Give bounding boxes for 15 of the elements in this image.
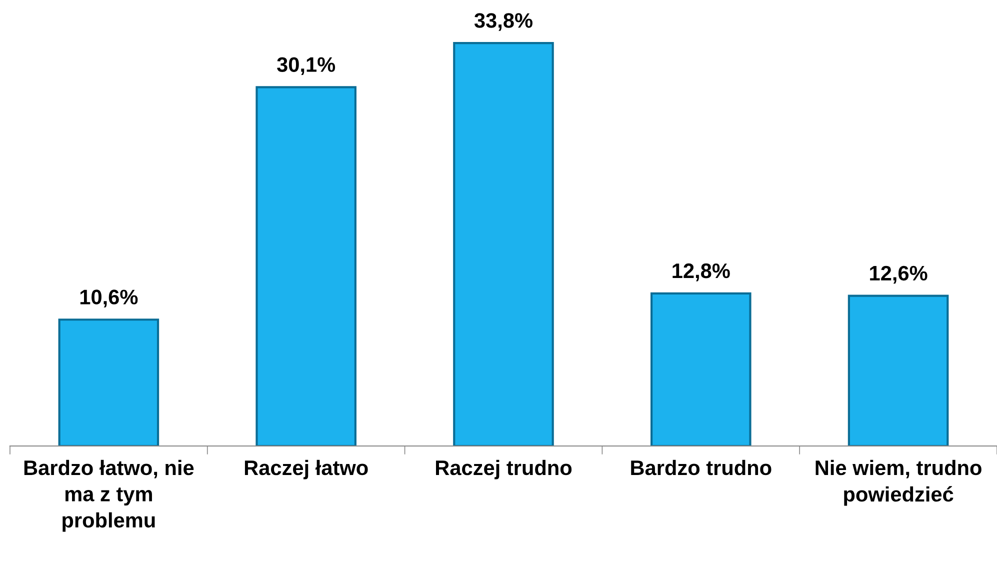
x-tick-label: Nie wiem, trudno powiedzieć — [816, 460, 982, 506]
data-label: 10,6% — [80, 290, 138, 308]
bar — [453, 42, 554, 446]
x-tick-label: Raczej łatwo — [244, 460, 368, 480]
data-label: 12,6% — [870, 266, 928, 284]
x-tick-label: Bardzo łatwo, nie ma z tym problemu — [24, 460, 194, 532]
data-label: 12,8% — [672, 263, 730, 282]
bar — [848, 294, 949, 446]
data-label: 33,8% — [474, 13, 532, 31]
bar — [58, 318, 160, 446]
bar — [650, 292, 752, 446]
bar — [256, 86, 356, 446]
x-tick-label: Bardzo trudno — [631, 460, 772, 476]
x-tick-label: Raczej trudno — [436, 460, 572, 480]
data-label: 30,1% — [277, 57, 336, 75]
